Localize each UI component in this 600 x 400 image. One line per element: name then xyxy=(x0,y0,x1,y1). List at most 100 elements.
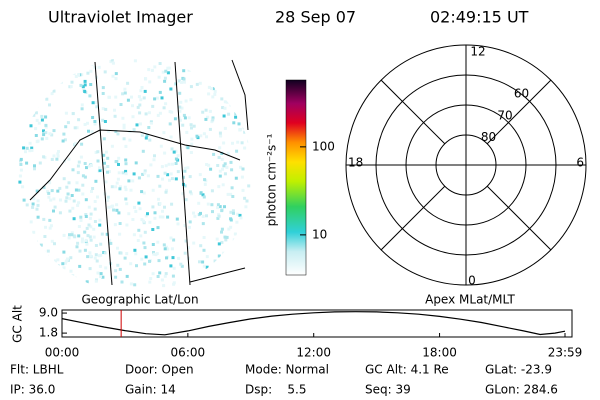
pixel xyxy=(195,134,199,138)
pixel xyxy=(169,87,173,91)
pixel xyxy=(205,265,209,269)
pixel xyxy=(118,267,122,271)
pixel xyxy=(18,239,22,243)
pixel xyxy=(199,282,203,286)
pixel xyxy=(30,94,34,98)
pixel xyxy=(66,69,70,73)
pixel xyxy=(156,275,160,278)
pixel xyxy=(176,170,180,174)
pixel xyxy=(88,267,92,271)
pixel xyxy=(115,203,119,207)
pixel xyxy=(138,207,142,211)
pixel xyxy=(42,133,46,137)
pixel xyxy=(240,238,243,242)
pixel xyxy=(142,96,146,100)
pixel xyxy=(152,158,156,162)
pixel xyxy=(187,60,191,64)
pixel xyxy=(24,104,28,108)
pixel xyxy=(249,205,253,209)
pixel xyxy=(90,62,94,66)
pixel xyxy=(56,270,60,274)
pixel xyxy=(221,183,225,187)
pixel xyxy=(192,211,195,215)
pixel xyxy=(201,222,205,226)
pixel xyxy=(35,104,39,108)
pixel xyxy=(37,121,41,125)
pixel xyxy=(28,60,31,64)
pixel xyxy=(169,172,173,176)
pixel xyxy=(24,234,28,238)
pixel xyxy=(225,165,229,169)
pixel xyxy=(140,133,144,137)
pixel xyxy=(98,218,102,222)
pixel xyxy=(96,150,100,154)
pixel xyxy=(222,114,226,118)
pixel xyxy=(98,264,102,268)
pixel xyxy=(90,164,93,167)
pixel xyxy=(223,126,227,130)
pixel xyxy=(243,243,247,247)
pixel xyxy=(125,274,129,278)
pixel xyxy=(63,261,67,265)
lat-label: 80 xyxy=(481,130,496,144)
pixel xyxy=(63,138,67,142)
pixel xyxy=(74,141,78,145)
pixel xyxy=(201,193,205,197)
pixel xyxy=(218,269,222,273)
pixel xyxy=(205,214,208,218)
pixel xyxy=(113,108,116,112)
pixel xyxy=(237,255,241,259)
pixel xyxy=(40,137,44,141)
x-tick-label: 18:00 xyxy=(422,346,457,360)
pixel xyxy=(147,126,151,129)
pixel xyxy=(223,277,227,281)
pixel xyxy=(33,68,37,72)
pixel xyxy=(197,283,201,287)
pixel xyxy=(64,125,68,129)
pixel xyxy=(114,269,118,273)
pixel xyxy=(183,169,187,173)
pixel xyxy=(156,174,160,178)
pixel xyxy=(52,154,56,158)
pixel xyxy=(127,212,131,216)
pixel xyxy=(220,240,224,244)
pixel xyxy=(228,97,232,101)
pixel xyxy=(188,220,192,224)
pixel xyxy=(125,202,129,206)
pixel xyxy=(98,223,102,227)
pixel xyxy=(28,141,32,145)
info-text: Door: Open xyxy=(125,363,194,377)
pixel xyxy=(81,237,84,241)
pixel xyxy=(124,172,128,176)
pixel xyxy=(139,98,143,102)
pixel xyxy=(124,144,128,148)
pixel xyxy=(57,150,60,153)
pixel xyxy=(184,239,188,243)
pixel xyxy=(199,191,203,195)
pixel xyxy=(124,158,128,162)
pixel xyxy=(36,203,40,207)
pixel xyxy=(133,283,137,287)
pixel xyxy=(101,275,105,279)
pixel xyxy=(84,198,88,202)
pixel xyxy=(119,103,123,106)
pixel xyxy=(33,94,37,98)
pixel xyxy=(116,246,119,250)
pixel xyxy=(88,216,92,220)
pixel xyxy=(39,275,43,279)
pixel xyxy=(61,139,65,143)
panel-label: Geographic Lat/Lon xyxy=(81,293,198,307)
pixel xyxy=(122,137,126,141)
y-axis-label: GC Alt xyxy=(11,305,25,343)
pixel xyxy=(28,258,32,261)
pixel xyxy=(217,242,221,246)
pixel xyxy=(40,86,44,90)
pixel xyxy=(193,214,197,218)
pixel xyxy=(28,79,32,82)
pixel xyxy=(172,281,176,285)
pixel xyxy=(35,248,39,252)
pixel xyxy=(178,91,182,95)
pixel xyxy=(134,209,138,213)
pixel xyxy=(89,238,93,242)
pixel xyxy=(47,191,51,195)
